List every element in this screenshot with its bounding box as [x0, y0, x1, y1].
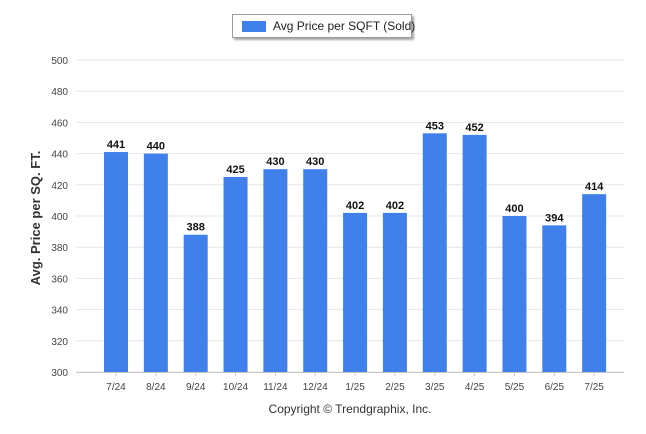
x-tick-label: 5/25	[505, 382, 525, 393]
y-tick-label: 380	[51, 243, 68, 254]
data-label: 425	[226, 164, 244, 176]
y-tick-label: 400	[51, 212, 68, 223]
legend-label: Avg Price per SQFT (Sold)	[273, 19, 416, 33]
bar-6/25[interactable]	[542, 225, 567, 372]
y-tick-label: 320	[51, 337, 68, 348]
bar-7/24[interactable]	[104, 152, 128, 372]
bar-10/24[interactable]	[223, 177, 248, 372]
y-axis-label: Avg. Price per SQ. FT.	[28, 151, 43, 286]
y-tick-label: 340	[51, 306, 68, 317]
x-tick-label: 2/25	[385, 382, 405, 393]
bar-12/24[interactable]	[303, 169, 328, 372]
x-tick-label: 1/25	[345, 382, 365, 393]
bar-9/24[interactable]	[183, 234, 208, 372]
bar-8/24[interactable]	[143, 153, 168, 372]
data-label: 441	[107, 139, 125, 151]
bar-2/25[interactable]	[382, 212, 407, 372]
x-axis-ticks: 7/24 8/24 9/24 10/24 11/24 12/24 1/25 2/25 3/25 4…	[106, 372, 604, 393]
x-tick-label: 3/25	[425, 382, 445, 393]
legend[interactable]: Avg Price per SQFT (Sold)	[232, 14, 416, 38]
data-label: 402	[346, 200, 364, 212]
x-tick-label: 9/24	[186, 382, 206, 393]
data-label: 394	[545, 212, 564, 224]
data-label: 440	[147, 141, 165, 153]
x-tick-label: 10/24	[223, 382, 248, 393]
data-label: 430	[306, 156, 324, 168]
copyright-text: Copyright © Trendgraphix, Inc.	[268, 402, 432, 416]
data-label: 430	[266, 156, 284, 168]
bars	[104, 133, 607, 372]
bar-3/25[interactable]	[422, 133, 447, 372]
x-tick-label: 8/24	[146, 382, 166, 393]
bar-11/24[interactable]	[263, 169, 288, 372]
y-tick-label: 500	[51, 56, 68, 67]
data-label: 388	[187, 222, 205, 234]
x-tick-label: 7/25	[584, 382, 604, 393]
x-tick-label: 4/25	[465, 382, 485, 393]
x-tick-label: 12/24	[303, 382, 328, 393]
data-labels: 441 440 388 425 430 430 402 402 453 452 400 394 414	[107, 120, 604, 233]
x-tick-label: 6/25	[545, 382, 565, 393]
x-tick-label: 11/24	[263, 382, 288, 393]
data-label: 453	[426, 120, 444, 132]
y-tick-label: 420	[51, 181, 68, 192]
y-axis-ticks: 300 320 340 360 380 400 420 440 460 480 500	[51, 56, 68, 379]
bar-4/25[interactable]	[462, 134, 487, 372]
y-tick-label: 460	[51, 118, 68, 129]
y-tick-label: 360	[51, 274, 68, 285]
data-label: 400	[505, 203, 523, 215]
y-tick-label: 300	[51, 368, 68, 379]
bar-7/25[interactable]	[582, 194, 607, 372]
x-tick-label: 7/24	[106, 382, 126, 393]
legend-swatch	[242, 21, 266, 32]
y-tick-label: 440	[51, 150, 68, 161]
data-label: 402	[386, 200, 404, 212]
bar-1/25[interactable]	[343, 212, 368, 372]
data-label: 452	[465, 122, 483, 134]
data-label: 414	[585, 181, 604, 193]
bar-5/25[interactable]	[502, 216, 527, 372]
y-tick-label: 480	[51, 87, 68, 98]
